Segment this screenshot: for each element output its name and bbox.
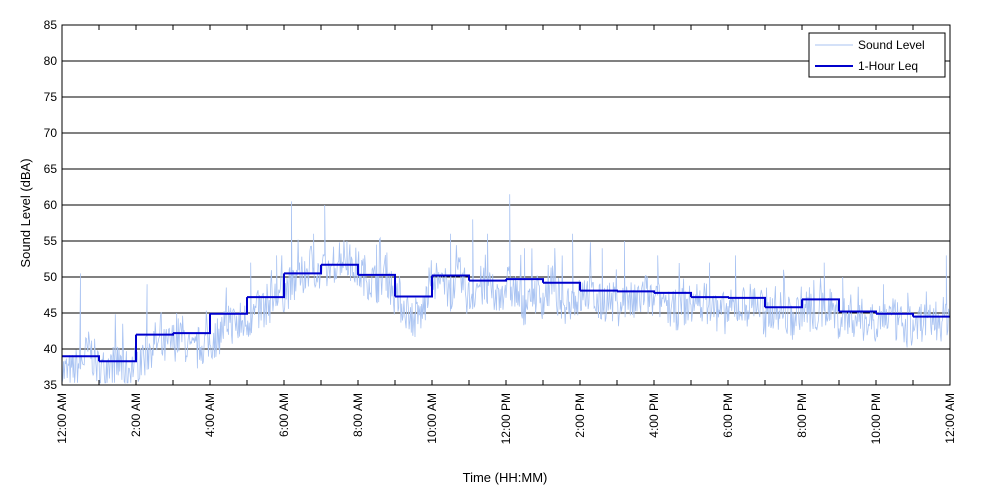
leq-step-segment bbox=[765, 299, 803, 309]
x-tick-label: 12:00 AM bbox=[55, 393, 69, 444]
y-tick-label: 80 bbox=[44, 54, 58, 68]
y-tick-label: 70 bbox=[44, 126, 58, 140]
y-tick-label: 50 bbox=[44, 270, 58, 284]
leq-step-segment bbox=[802, 298, 840, 312]
leq-step-segment bbox=[210, 297, 248, 315]
x-tick-label: 10:00 PM bbox=[869, 393, 883, 444]
x-axis-ticks: 12:00 AM 2:00 AM 4:00 AM 6:00 AM 8:00 AM 10:0… bbox=[55, 25, 957, 444]
y-tick-label: 35 bbox=[44, 378, 58, 392]
y-axis-title: Sound Level (dBA) bbox=[18, 158, 33, 267]
x-tick-label: 2:00 AM bbox=[129, 393, 143, 437]
x-tick-label: 10:00 AM bbox=[425, 393, 439, 444]
leq-step-segment bbox=[62, 355, 100, 362]
x-tick-label: 8:00 PM bbox=[795, 393, 809, 438]
y-tick-label: 60 bbox=[44, 198, 58, 212]
leq-step-segment bbox=[358, 273, 396, 297]
legend: Sound Level 1-Hour Leq bbox=[808, 32, 946, 78]
leq-step-segment bbox=[173, 313, 211, 335]
leq-step-segment bbox=[654, 291, 692, 298]
y-tick-label: 85 bbox=[44, 18, 58, 32]
x-tick-label: 4:00 PM bbox=[647, 393, 661, 438]
leq-step-segment bbox=[580, 289, 618, 292]
x-tick-label: 6:00 AM bbox=[277, 393, 291, 437]
x-tick-label: 12:00 AM bbox=[943, 393, 957, 444]
x-tick-label: 8:00 AM bbox=[351, 393, 365, 437]
leq-step-segment bbox=[728, 296, 766, 308]
x-tick-label: 4:00 AM bbox=[203, 393, 217, 437]
leq-step-segment bbox=[321, 263, 359, 275]
y-tick-label: 75 bbox=[44, 90, 58, 104]
series-1-hour-leq bbox=[62, 263, 950, 363]
x-tick-label: 2:00 PM bbox=[573, 393, 587, 438]
leq-step-segment bbox=[543, 281, 581, 291]
leq-step-segment bbox=[247, 273, 285, 299]
x-tick-label: 12:00 PM bbox=[499, 393, 513, 444]
x-tick-label: 6:00 PM bbox=[721, 393, 735, 438]
legend-label-sound-level: Sound Level bbox=[858, 38, 925, 52]
leq-step-segment bbox=[432, 274, 470, 281]
leq-step-segment bbox=[99, 334, 137, 363]
y-tick-label: 40 bbox=[44, 342, 58, 356]
y-axis-ticks: 35 40 45 50 55 60 65 70 75 80 85 bbox=[44, 18, 58, 392]
leq-step-segment bbox=[395, 275, 433, 298]
legend-box bbox=[808, 32, 946, 78]
y-tick-label: 45 bbox=[44, 306, 58, 320]
leq-step-segment bbox=[284, 264, 322, 275]
y-tick-label: 55 bbox=[44, 234, 58, 248]
x-axis-title: Time (HH:MM) bbox=[463, 470, 548, 485]
leq-step-segment bbox=[691, 296, 729, 299]
leq-step-segment bbox=[506, 278, 544, 283]
legend-label-1-hour-leq: 1-Hour Leq bbox=[858, 59, 918, 73]
y-tick-label: 65 bbox=[44, 162, 58, 176]
